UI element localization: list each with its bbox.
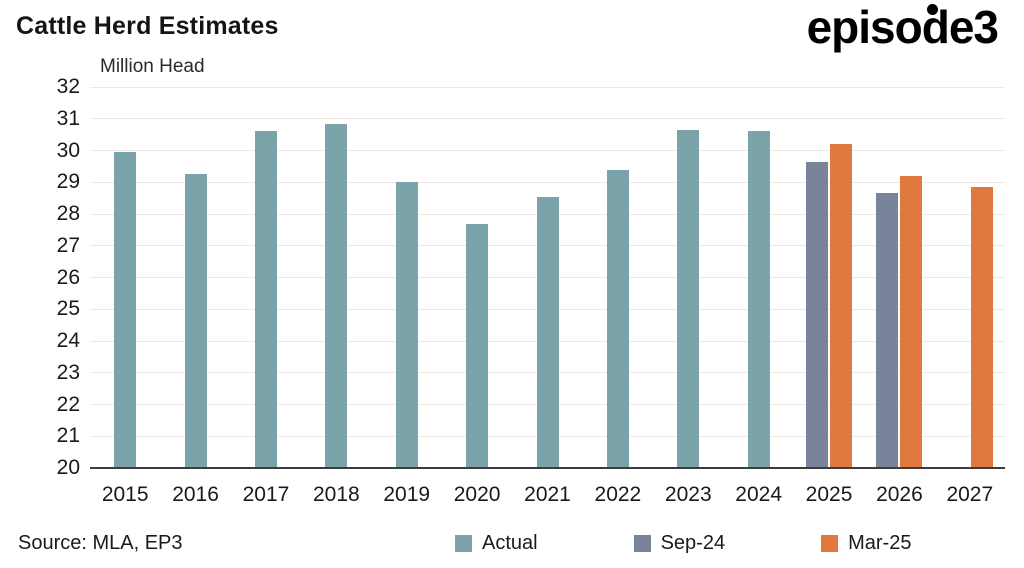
legend-item-actual: Actual [455, 532, 538, 555]
y-tick-label-32: 32 [56, 75, 80, 98]
x-tick-label-2025: 2025 [805, 483, 853, 506]
x-tick-label-2017: 2017 [242, 483, 290, 506]
source-note: Source: MLA, EP3 [18, 532, 183, 554]
legend-swatch-actual [455, 535, 472, 552]
legend-label: Mar-25 [848, 532, 912, 554]
logo-text: episode3 [806, 1, 999, 53]
x-tick-label-2027: 2027 [946, 483, 994, 506]
bar-2024-actual [747, 131, 770, 468]
x-tick-label-2026: 2026 [876, 483, 923, 506]
x-tick-label-2024: 2024 [735, 483, 782, 506]
y-tick-label-21: 21 [56, 424, 80, 448]
bar-2021-actual [536, 196, 559, 468]
bar-2015-actual [114, 152, 137, 468]
y-tick-label-30: 30 [56, 138, 80, 162]
bar-2026-sep24 [876, 193, 899, 468]
legend-item-sep-24: Sep-24 [633, 532, 726, 555]
y-tick-label-28: 28 [56, 202, 80, 225]
episode3-logo: episode3 [806, 1, 999, 53]
bar-2022-actual [606, 169, 629, 468]
x-tick-label-2021: 2021 [524, 483, 571, 506]
y-tick-label-29: 29 [56, 170, 80, 194]
logo-dot-icon [927, 4, 939, 15]
x-tick-label-2016: 2016 [172, 483, 219, 506]
bar-2018-actual [325, 123, 348, 468]
x-tick-label-2022: 2022 [594, 483, 642, 506]
y-tick-label-26: 26 [56, 265, 80, 289]
x-tick-label-2023: 2023 [664, 483, 712, 506]
y-tick-label-31: 31 [56, 106, 80, 130]
x-tick-label-2019: 2019 [383, 483, 431, 506]
y-tick-label-22: 22 [56, 392, 80, 416]
y-tick-label-20: 20 [56, 456, 80, 479]
gridline-31 [90, 118, 1005, 120]
legend-swatch-mar-25 [821, 535, 839, 552]
x-tick-label-2020: 2020 [453, 483, 501, 506]
bar-2027-mar25 [970, 187, 993, 468]
bar-2025-mar25 [830, 144, 853, 468]
bar-2017-actual [254, 131, 277, 468]
y-tick-label-27: 27 [56, 233, 80, 257]
legend: Actual Sep-24 Mar-25 [455, 532, 911, 555]
x-tick-label-2018: 2018 [312, 483, 360, 506]
x-tick-label-2015: 2015 [101, 483, 149, 506]
bar-2019-actual [395, 182, 418, 468]
y-axis-title: Million Head [100, 56, 205, 77]
legend-swatch-sep-24 [633, 535, 651, 552]
gridline-30 [90, 150, 1005, 151]
y-tick-label-24: 24 [56, 329, 80, 352]
bar-2023-actual [677, 129, 700, 468]
bar-2026-mar25 [900, 175, 923, 468]
bar-2025-sep24 [806, 161, 829, 468]
y-tick-label-23: 23 [56, 360, 80, 384]
y-tick-label-25: 25 [56, 297, 80, 321]
x-axis-line [90, 467, 1005, 469]
legend-item-mar-25: Mar-25 [821, 532, 911, 555]
page-title: Cattle Herd Estimates [16, 12, 279, 40]
bar-2016-actual [184, 174, 207, 468]
bar-2020-actual [466, 223, 489, 468]
legend-label: Actual [482, 532, 538, 554]
gridline-32 [90, 86, 1005, 88]
legend-label: Sep-24 [660, 532, 726, 554]
gridline-29 [90, 181, 1005, 183]
